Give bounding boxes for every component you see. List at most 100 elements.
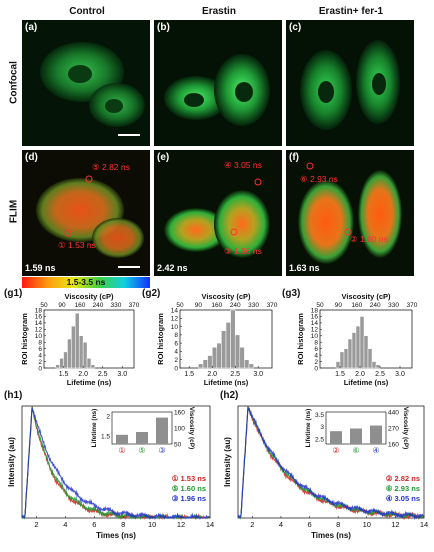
histogram-bar bbox=[216, 342, 222, 369]
legend-entry: ① 1.53 ns bbox=[172, 474, 206, 483]
inset-category-label: ① bbox=[118, 446, 125, 455]
histogram-bar bbox=[371, 361, 377, 369]
histogram-bar bbox=[90, 364, 96, 369]
x-tick-label: 8 bbox=[121, 520, 125, 529]
x-tick-label: 14 bbox=[206, 520, 214, 529]
roi-annotation-5: ⑤ 2.82 ns bbox=[92, 162, 130, 172]
x-tick-label: 10 bbox=[148, 520, 156, 529]
histogram-bar bbox=[335, 361, 341, 369]
x-tick-label: 14 bbox=[420, 520, 428, 529]
x-tick-label: 2.5 bbox=[98, 371, 108, 378]
panel-a-confocal: (a) bbox=[22, 20, 150, 146]
histogram-bar bbox=[211, 347, 218, 369]
y-tick-label: 14 bbox=[35, 320, 43, 327]
y-tick-label: 4 bbox=[38, 352, 42, 359]
inset-category-label: ⑥ bbox=[352, 446, 359, 455]
y-tick-label: 0 bbox=[174, 365, 178, 372]
inset-y-axis-label: Lifetime (ns) bbox=[91, 409, 98, 448]
y-tick-label: 8 bbox=[174, 332, 178, 339]
x-tick-label: 8 bbox=[336, 520, 340, 529]
inset-bar bbox=[350, 428, 362, 444]
roi-annotation-3: ③ 1.96 ns bbox=[224, 246, 262, 256]
top-tick-label: 160 bbox=[75, 302, 86, 309]
y-tick-label: 2 bbox=[314, 359, 318, 366]
top-tick-label: 240 bbox=[230, 302, 241, 309]
plot-frame bbox=[237, 405, 425, 519]
top-axis-label: Viscosity (cP) bbox=[341, 292, 391, 301]
y-tick-label: 8 bbox=[314, 340, 318, 347]
decay-curve bbox=[21, 407, 210, 521]
histogram-bar bbox=[355, 325, 361, 369]
top-tick-label: 240 bbox=[370, 302, 381, 309]
histogram-bar bbox=[339, 351, 345, 369]
histogram-bar bbox=[367, 348, 373, 369]
y-tick-label: 0 bbox=[38, 365, 42, 372]
legend-entry: ② 2.82 ns bbox=[386, 474, 420, 483]
top-tick-label: 370 bbox=[129, 302, 140, 309]
x-tick-label: 2.0 bbox=[207, 371, 217, 378]
row-header-confocal: Confocal bbox=[8, 61, 20, 104]
x-tick-label: 2.5 bbox=[230, 371, 240, 378]
inset-bar bbox=[116, 434, 128, 444]
histogram-bar bbox=[71, 325, 76, 369]
y-tick-label: 8 bbox=[38, 340, 42, 347]
panel-d-flim: (d) ⑤ 2.82 ns ① 1.53 ns 1.59 ns bbox=[22, 150, 150, 276]
x-tick-label: 1.5 bbox=[184, 371, 194, 378]
column-header-control: Control bbox=[69, 6, 105, 17]
histogram-bar bbox=[359, 316, 365, 369]
histogram-bar bbox=[221, 330, 227, 369]
x-tick-label: 2.0 bbox=[78, 371, 88, 378]
inset-category-label: ③ bbox=[158, 446, 165, 455]
inset-y-tick-label: 3.5 bbox=[315, 412, 324, 419]
x-tick-label: 1.5 bbox=[335, 371, 345, 378]
x-tick-label: 2.5 bbox=[375, 371, 385, 378]
panel-label-c: (c) bbox=[289, 22, 302, 33]
top-tick-label: 50 bbox=[176, 302, 184, 309]
histogram-bar bbox=[343, 348, 349, 369]
roi-annotation-4: ④ 3.05 ns bbox=[224, 160, 262, 170]
legend-entry: ③ 1.96 ns bbox=[172, 494, 206, 503]
x-tick-label: 2.0 bbox=[355, 371, 365, 378]
inset-y-tick-label: 2.5 bbox=[315, 436, 324, 443]
roi-annotation-6: ⑥ 2.93 ns bbox=[300, 174, 338, 184]
mean-lifetime-d: 1.59 ns bbox=[25, 263, 56, 273]
x-tick-label: 12 bbox=[391, 520, 399, 529]
panel-label-h1: (h1) bbox=[4, 390, 23, 401]
inset-category-label: ④ bbox=[372, 446, 379, 455]
histogram-bar bbox=[244, 359, 250, 369]
top-tick-label: 50 bbox=[40, 302, 48, 309]
x-axis-label: Lifetime (ns) bbox=[204, 378, 249, 387]
top-tick-label: 160 bbox=[351, 302, 362, 309]
legend-entry: ④ 3.05 ns bbox=[386, 494, 420, 503]
y-tick-label: 2 bbox=[174, 357, 178, 364]
y-tick-label: 18 bbox=[35, 307, 43, 314]
y-tick-label: 12 bbox=[311, 327, 319, 334]
inset-y2-axis-label: Viscosity (cP) bbox=[188, 407, 195, 450]
histogram-bar bbox=[78, 335, 84, 369]
histogram-bar bbox=[239, 347, 245, 369]
histogram-bar bbox=[67, 338, 72, 369]
scale-bar bbox=[118, 266, 140, 268]
inset-bar bbox=[330, 431, 342, 444]
histogram-bar bbox=[363, 335, 369, 369]
x-tick-label: 10 bbox=[363, 520, 371, 529]
y-tick-label: 10 bbox=[35, 333, 43, 340]
y-tick-label: 10 bbox=[171, 324, 179, 331]
y-tick-label: 12 bbox=[35, 327, 43, 334]
y-tick-label: 10 bbox=[311, 333, 319, 340]
inset-y2-tick-label: 100 bbox=[174, 425, 185, 432]
y-axis-label: ROI histogram bbox=[20, 313, 29, 365]
top-axis-label: Viscosity (cP) bbox=[201, 292, 251, 301]
x-tick-label: 2 bbox=[34, 520, 38, 529]
roi-annotation-2: ② 1.60 ns bbox=[350, 234, 388, 244]
histogram-bar bbox=[225, 322, 231, 369]
histogram-bar bbox=[248, 363, 254, 369]
top-tick-label: 50 bbox=[316, 302, 324, 309]
top-tick-label: 90 bbox=[335, 302, 343, 309]
panel-label-g3: (g3) bbox=[282, 288, 301, 299]
y-tick-label: 16 bbox=[311, 314, 319, 321]
y-axis-label: Intensity (au) bbox=[223, 437, 232, 487]
y-tick-label: 6 bbox=[38, 346, 42, 353]
